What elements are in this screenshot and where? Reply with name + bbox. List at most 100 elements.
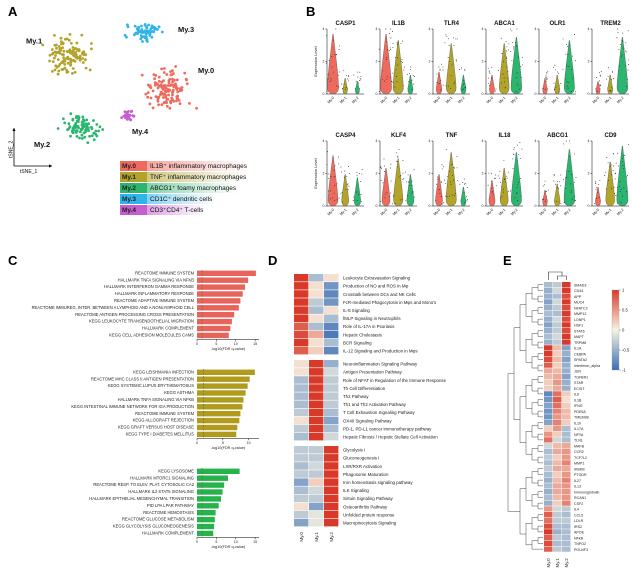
tsne-point [82, 119, 86, 123]
tsne-point [60, 40, 63, 44]
heatmap-cell [544, 385, 553, 391]
column-label: My.0 [299, 532, 304, 542]
gene-row-label: TCF7L2 [574, 456, 587, 460]
x-tick-label: 5 [215, 342, 217, 346]
heatmap-cell [553, 316, 562, 322]
tsne-point [166, 97, 170, 101]
tsne-cluster-label: My.3 [178, 25, 194, 34]
heatmap-cell [324, 290, 339, 298]
expression-dot [621, 40, 623, 41]
tsne-point [51, 48, 54, 51]
expression-dot [628, 59, 630, 61]
heatmap-cell [544, 345, 553, 351]
column-label: My.1 [314, 532, 319, 542]
expression-dot [448, 45, 450, 46]
heatmap-cell [309, 368, 324, 376]
expression-dot [546, 198, 548, 200]
expression-dot [333, 71, 334, 73]
heatmap-cell [309, 330, 324, 339]
pathway-row-label: Glycolysis I [343, 448, 365, 453]
violin-subplot-TNF: TNF 0 2 4 My.0 My.1 My.2 [429, 133, 470, 216]
expression-dot [328, 190, 329, 192]
violin-shape [542, 78, 548, 95]
gene-row-label: JUN [574, 370, 581, 374]
violin-subplot-ABCA1: ABCA1 0 2 4 My.0 My.1 My.2 [482, 21, 523, 104]
expression-dot [386, 191, 388, 193]
heatmap-cell [562, 385, 571, 391]
tsne-point [71, 49, 75, 53]
expression-dot [338, 156, 339, 158]
heatmap-cell [309, 338, 324, 347]
heatmap-cell [544, 379, 553, 385]
gene-row-label: MMP1 [574, 462, 584, 466]
gene-row-label: CD44 [574, 289, 583, 293]
expression-dot [520, 178, 522, 180]
expression-dot [378, 90, 380, 92]
pathway-row-label: Role of IL-17A in Psoriasis [343, 324, 395, 329]
heatmap-cell [324, 454, 339, 462]
tsne-point [81, 127, 84, 131]
expression-dot [361, 173, 363, 175]
pathway-label: HALLMARK COMPLEMENT [142, 326, 195, 331]
tsne-point [171, 93, 174, 97]
heatmap-cell [294, 314, 309, 322]
x-tick-label: My.2 [457, 208, 465, 216]
pathway-label: HALLMARK MTORC1 SIGNALING [130, 475, 194, 480]
heatmap-cell [324, 400, 339, 408]
heatmap-cell [324, 518, 339, 527]
expression-dot [455, 60, 457, 62]
heatmap-cell [562, 460, 571, 466]
expression-dot [440, 79, 442, 81]
heatmap-cell [553, 374, 562, 380]
expression-dot [542, 87, 544, 89]
pathway-row-label: Th2 Pathway [343, 394, 369, 399]
expression-dot [562, 38, 564, 40]
expression-dot [513, 148, 515, 150]
tsne-point [58, 62, 62, 66]
tsne-point [71, 72, 74, 75]
dendrogram-branch [537, 433, 543, 441]
expression-dot [611, 86, 613, 88]
expression-dot [390, 49, 392, 51]
expression-dot [599, 80, 601, 82]
y-tick-label: 4 [535, 27, 537, 31]
expression-dot [598, 183, 599, 185]
tsne-point [170, 96, 174, 100]
expression-dot [600, 84, 602, 86]
tsne-point [97, 129, 100, 133]
heatmap-cell [562, 448, 571, 454]
gene-row-label: IKBKB [574, 467, 585, 471]
expression-dot [600, 75, 602, 77]
tsne-point [156, 28, 159, 31]
heatmap-cell [324, 470, 339, 478]
bar-group-My.1: KEGG LEISHMANIA INFECTION REACTOME MHC CL… [71, 369, 259, 450]
expression-dot [545, 77, 547, 79]
expression-dot [405, 200, 407, 202]
expression-dot [507, 171, 509, 173]
y-axis-label: Expression Level [313, 158, 318, 189]
expression-dot [610, 164, 612, 166]
pathway-label: KEGG LYSOSOME [158, 468, 194, 473]
tsne-point [148, 102, 152, 106]
expression-dot [556, 71, 558, 73]
expression-dot [575, 91, 577, 93]
expression-dot [626, 79, 628, 80]
expression-dot [512, 158, 514, 160]
expression-dot [623, 187, 625, 189]
expression-dot [510, 50, 512, 52]
expression-dot [352, 200, 354, 201]
expression-dot [440, 89, 442, 91]
tsne-point [156, 99, 160, 103]
heatmap-cell [544, 328, 553, 334]
legend-cluster-id: My.2 [120, 183, 147, 193]
x-tick-label: My.0 [486, 96, 494, 104]
expression-dot [327, 78, 329, 80]
expression-dot [334, 170, 335, 172]
heatmap-cell [324, 478, 339, 486]
expression-dot [489, 72, 491, 74]
expression-dot [617, 152, 618, 154]
heatmap-cell [562, 546, 571, 552]
pathway-bar [197, 369, 255, 375]
expression-dot [442, 69, 444, 71]
expression-dot [328, 178, 330, 180]
